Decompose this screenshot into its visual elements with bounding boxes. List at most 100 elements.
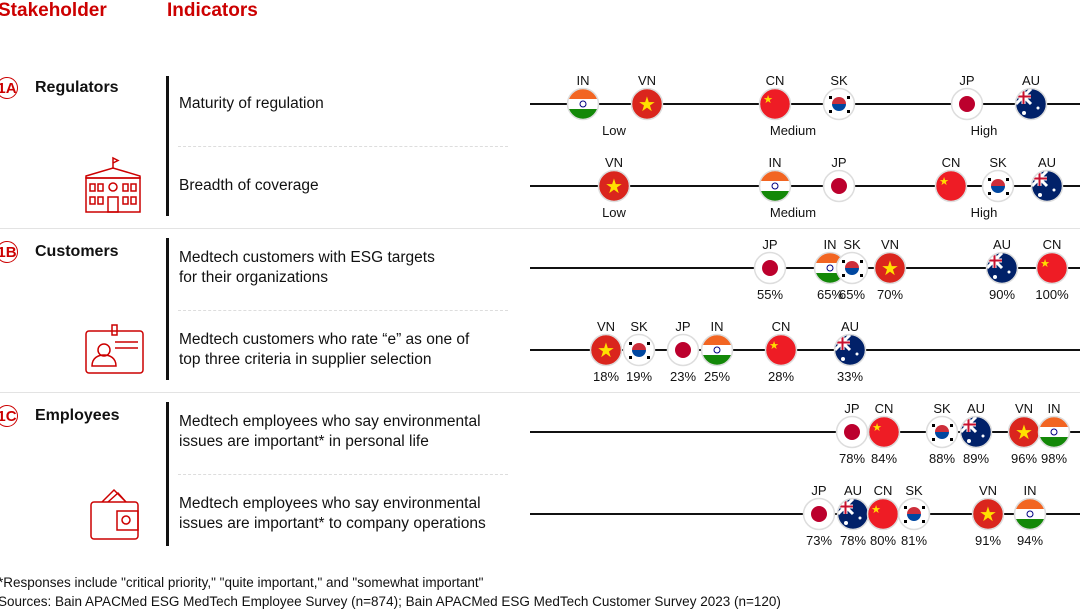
country-label: VN <box>638 73 656 88</box>
country-label: CN <box>875 401 894 416</box>
svg-text:★: ★ <box>871 504 881 516</box>
country-flag-jp <box>822 169 856 203</box>
data-label: 18% <box>593 369 619 384</box>
country-flag-sk <box>822 87 856 121</box>
country-label: SK <box>630 319 648 334</box>
country-label: SK <box>830 73 848 88</box>
data-label: 88% <box>929 451 955 466</box>
country-flag-vn: ★ <box>1007 415 1041 449</box>
stakeholder-label: Regulators <box>35 79 119 96</box>
data-label: 33% <box>837 369 863 384</box>
country-label: IN <box>711 319 724 334</box>
country-flag-sk <box>981 169 1015 203</box>
country-label: AU <box>993 237 1011 252</box>
country-label: AU <box>844 483 862 498</box>
country-flag-au <box>1030 169 1064 203</box>
country-flag-vn: ★ <box>597 169 631 203</box>
data-label: 91% <box>975 533 1001 548</box>
country-label: VN <box>881 237 899 252</box>
country-label: AU <box>1038 155 1056 170</box>
country-label: VN <box>979 483 997 498</box>
data-label: 70% <box>877 287 903 302</box>
data-label: 81% <box>901 533 927 548</box>
country-flag-cn: ★ <box>1035 251 1069 285</box>
indicator-label: Medtech employees who say environmental … <box>179 413 481 450</box>
country-label: AU <box>841 319 859 334</box>
country-flag-vn: ★ <box>873 251 907 285</box>
indicator-label: Breadth of coverage <box>179 177 319 194</box>
data-label: 94% <box>1017 533 1043 548</box>
wallet-icon <box>90 488 139 540</box>
section-separator <box>0 228 1080 229</box>
country-flag-sk <box>835 251 869 285</box>
svg-text:★: ★ <box>979 504 997 526</box>
country-label: VN <box>1015 401 1033 416</box>
stakeholder-badge: 1B <box>0 241 18 263</box>
dashed-divider <box>178 146 508 147</box>
country-flag-jp <box>835 415 869 449</box>
indicator-label: Medtech customers who rate “e” as one of… <box>179 331 470 368</box>
country-flag-in <box>1037 415 1071 449</box>
svg-text:★: ★ <box>638 94 656 116</box>
country-flag-cn: ★ <box>867 415 901 449</box>
section-separator <box>0 392 1080 393</box>
country-label: JP <box>831 155 846 170</box>
data-label: 78% <box>839 451 865 466</box>
country-label: SK <box>933 401 951 416</box>
country-flag-jp <box>950 87 984 121</box>
country-flag-au <box>959 415 993 449</box>
data-label: 84% <box>871 451 897 466</box>
level-label: Low <box>602 123 626 138</box>
indicators-header: Indicators <box>167 0 258 21</box>
sources: Sources: Bain APACMed ESG MedTech Employ… <box>0 594 781 609</box>
data-label: 25% <box>704 369 730 384</box>
country-label: CN <box>772 319 791 334</box>
country-label: AU <box>967 401 985 416</box>
svg-text:★: ★ <box>1015 422 1033 444</box>
country-label: CN <box>874 483 893 498</box>
indicator-label: Medtech employees who say environmental … <box>179 495 486 532</box>
country-label: IN <box>769 155 782 170</box>
data-label: 89% <box>963 451 989 466</box>
country-flag-jp <box>666 333 700 367</box>
country-flag-cn: ★ <box>764 333 798 367</box>
country-flag-vn: ★ <box>971 497 1005 531</box>
country-label: IN <box>577 73 590 88</box>
data-label: 55% <box>757 287 783 302</box>
government-building-icon <box>85 156 141 213</box>
svg-text:★: ★ <box>597 340 615 362</box>
country-label: SK <box>843 237 861 252</box>
divider <box>166 402 169 546</box>
level-label: Medium <box>770 123 816 138</box>
country-label: VN <box>597 319 615 334</box>
stakeholder-badge: 1C <box>0 405 18 427</box>
country-flag-sk <box>622 333 656 367</box>
data-label: 90% <box>989 287 1015 302</box>
country-flag-cn: ★ <box>758 87 792 121</box>
data-label: 100% <box>1035 287 1069 302</box>
svg-text:★: ★ <box>1040 258 1050 270</box>
level-label: High <box>971 205 998 220</box>
data-label: 23% <box>670 369 696 384</box>
data-label: 80% <box>870 533 896 548</box>
country-flag-au <box>985 251 1019 285</box>
footnote: *Responses include "critical priority," … <box>0 575 484 590</box>
country-flag-au <box>1014 87 1048 121</box>
id-badge-icon <box>85 324 144 374</box>
country-flag-sk <box>925 415 959 449</box>
divider <box>166 76 169 216</box>
data-label: 96% <box>1011 451 1037 466</box>
country-label: CN <box>1043 237 1062 252</box>
country-label: JP <box>844 401 859 416</box>
country-flag-jp <box>802 497 836 531</box>
data-label: 98% <box>1041 451 1067 466</box>
stakeholder-badge: 1A <box>0 77 18 99</box>
country-flag-sk <box>897 497 931 531</box>
country-label: SK <box>905 483 923 498</box>
country-flag-au <box>833 333 867 367</box>
country-label: IN <box>1048 401 1061 416</box>
indicator-label: Maturity of regulation <box>179 95 324 112</box>
dashed-divider <box>178 310 508 311</box>
country-flag-cn: ★ <box>866 497 900 531</box>
level-label: Medium <box>770 205 816 220</box>
